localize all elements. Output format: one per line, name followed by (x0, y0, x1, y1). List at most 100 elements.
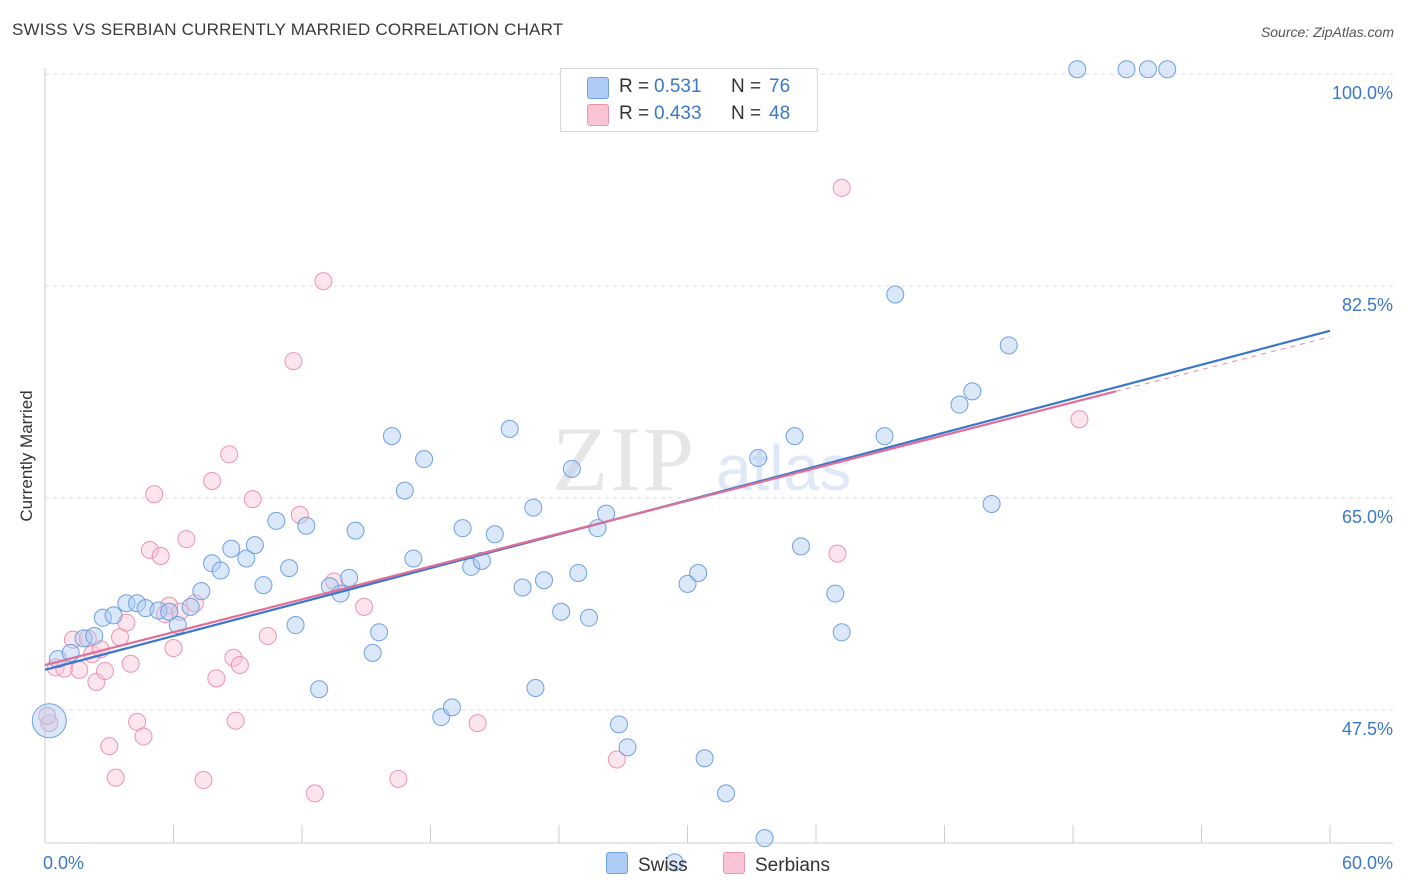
point-serbians (224, 648, 243, 667)
bottom-legend-swatch-swiss (606, 852, 628, 874)
x-tick-label-min: 0.0% (43, 853, 84, 873)
point-swiss (280, 559, 299, 578)
point-swiss (963, 382, 982, 401)
bottom-legend-label-swiss: Swiss (638, 855, 688, 876)
point-swiss (286, 616, 305, 635)
point-serbians (164, 639, 183, 658)
point-swiss (245, 536, 264, 555)
bottom-legend-label-serbians: Serbians (755, 855, 830, 876)
point-swiss (117, 594, 136, 613)
point-swiss (222, 539, 241, 558)
legend-n-value-serbians: 48 (769, 103, 791, 124)
watermark-zip: ZIP (552, 408, 696, 510)
point-swiss (749, 448, 768, 467)
point-swiss (346, 521, 365, 540)
point-serbians (70, 660, 89, 679)
point-swiss (618, 738, 637, 757)
point-serbians (106, 768, 125, 787)
point-swiss (453, 519, 472, 538)
point-swiss (755, 829, 774, 848)
bottom-legend-swiss: Swiss (606, 852, 688, 877)
point-serbians (220, 445, 239, 464)
point-swiss (74, 629, 93, 648)
point-serbians (230, 656, 249, 675)
point-serbians (305, 784, 324, 803)
point-serbians (95, 662, 114, 681)
point-serbians (177, 530, 196, 549)
point-swiss (370, 623, 389, 642)
point-swiss (1158, 60, 1177, 79)
point-swiss (237, 549, 256, 568)
point-serbians (134, 727, 153, 746)
point-serbians (1070, 410, 1089, 429)
point-swiss (160, 602, 179, 621)
trendline-extension-serbians (1115, 336, 1331, 392)
chart-title: SWISS VS SERBIAN CURRENTLY MARRIED CORRE… (12, 20, 564, 39)
y-tick-label: 65.0% (1342, 507, 1393, 527)
point-swiss (442, 698, 461, 717)
y-tick-label: 82.5% (1342, 295, 1393, 315)
point-serbians (160, 596, 179, 615)
point-swiss (1068, 60, 1087, 79)
point-serbians (355, 597, 374, 616)
point-serbians (203, 471, 222, 490)
point-swiss (85, 626, 104, 645)
point-swiss (785, 427, 804, 446)
legend-n-label: N = (731, 103, 762, 124)
point-swiss (689, 563, 708, 582)
point-swiss (192, 582, 211, 601)
point-swiss (569, 563, 588, 582)
point-swiss (678, 574, 697, 593)
point-serbians (389, 769, 408, 788)
point-swiss (950, 395, 969, 414)
point-swiss (340, 568, 359, 587)
point-serbians (40, 714, 59, 733)
source-label: Source: ZipAtlas.com (1260, 24, 1394, 40)
legend-swatch-swiss (587, 77, 609, 99)
point-serbians (284, 352, 303, 371)
point-serbians (226, 711, 245, 730)
bottom-legend-swatch-serbians (723, 852, 745, 874)
legend-r-label: R = (619, 76, 650, 97)
point-serbians (314, 272, 333, 291)
point-swiss (609, 715, 628, 734)
legend-n-label: N = (731, 76, 762, 97)
point-serbians (145, 485, 164, 504)
point-serbians (207, 669, 226, 688)
point-swiss (579, 608, 598, 627)
point-swiss (363, 643, 382, 662)
bottom-legend-serbians: Serbians (723, 852, 830, 877)
point-swiss (404, 549, 423, 568)
point-serbians (290, 505, 309, 524)
point-swiss (93, 608, 112, 627)
point-swiss (513, 578, 532, 597)
point-swiss (535, 571, 554, 590)
point-swiss (254, 576, 273, 595)
point-serbians (832, 178, 851, 197)
trendline-serbians (44, 390, 1117, 667)
point-serbians (38, 706, 57, 725)
point-swiss (1138, 60, 1157, 79)
y-tick-label: 47.5% (1342, 719, 1393, 739)
point-serbians (100, 737, 119, 756)
legend-n-value-swiss: 76 (769, 76, 791, 97)
point-swiss (128, 594, 147, 613)
point-serbians (258, 626, 277, 645)
point-swiss (792, 537, 811, 556)
point-swiss (875, 427, 894, 446)
point-swiss (31, 703, 67, 739)
point-swiss (395, 481, 414, 500)
legend: R = 0.531 N = 76 R = 0.433 N = 48 (560, 68, 818, 132)
point-swiss (1117, 60, 1136, 79)
point-swiss (485, 525, 504, 544)
point-swiss (552, 602, 571, 621)
legend-r-value-serbians: 0.433 (654, 103, 702, 124)
legend-r-value-swiss: 0.531 (654, 76, 702, 97)
legend-swatch-serbians (587, 104, 609, 126)
x-tick-label-max: 60.0% (1342, 853, 1393, 873)
point-swiss (500, 419, 519, 438)
point-swiss (982, 494, 1001, 513)
point-swiss (886, 285, 905, 304)
point-swiss (832, 623, 851, 642)
point-swiss (297, 516, 316, 535)
